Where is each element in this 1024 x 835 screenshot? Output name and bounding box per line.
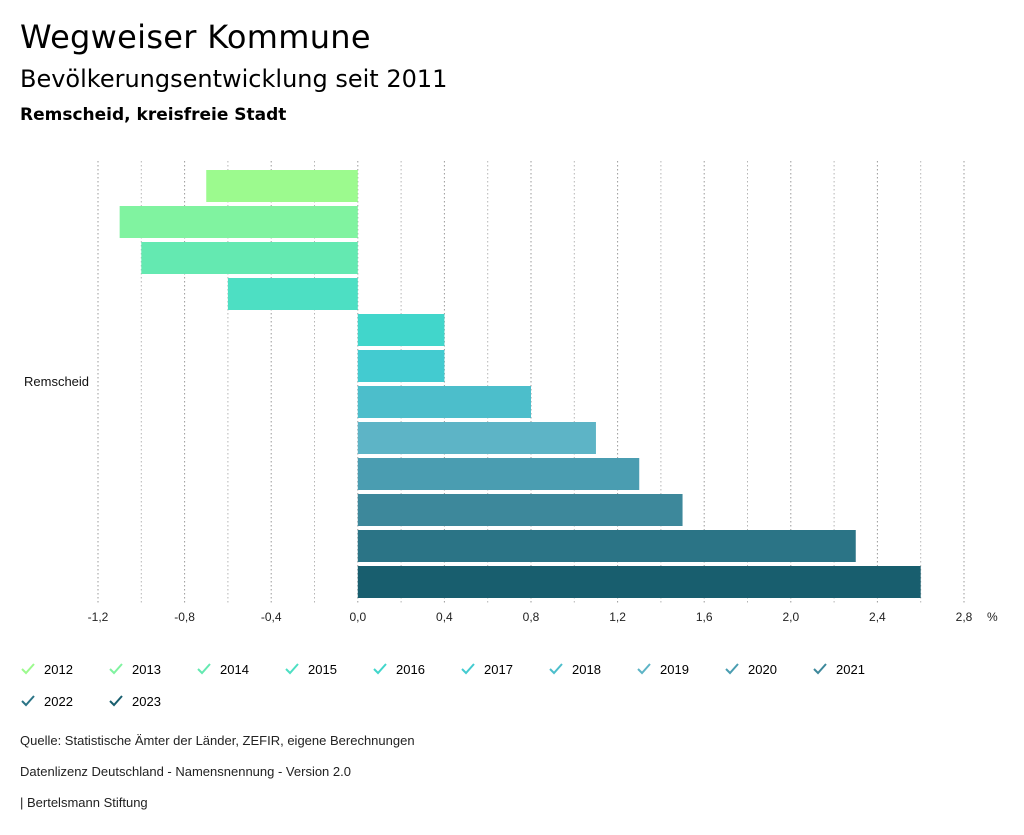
bar-2017 (357, 350, 445, 382)
legend-item-2013[interactable]: 2013 (108, 661, 161, 677)
check-icon (285, 663, 299, 675)
check-icon (725, 663, 739, 675)
check-icon (109, 663, 123, 675)
source-note: Quelle: Statistische Ämter der Länder, Z… (20, 733, 415, 748)
legend-label: 2012 (44, 661, 73, 677)
legend-label: 2017 (484, 661, 513, 677)
check-icon (813, 663, 827, 675)
x-tick-label: -0,8 (174, 610, 195, 624)
x-tick-label: -0,4 (261, 610, 282, 624)
legend-item-2017[interactable]: 2017 (460, 661, 513, 677)
legend-label: 2019 (660, 661, 689, 677)
check-icon (197, 663, 211, 675)
x-tick-label: 0,4 (436, 610, 453, 624)
legend-label: 2020 (748, 661, 777, 677)
chart-subtitle: Bevölkerungsentwicklung seit 2011 (20, 65, 448, 93)
bar-2023 (357, 566, 921, 598)
legend-item-2014[interactable]: 2014 (196, 661, 249, 677)
check-icon (21, 663, 35, 675)
check-icon (549, 663, 563, 675)
bar-2014 (141, 242, 358, 274)
legend-label: 2018 (572, 661, 601, 677)
x-tick-label: 1,6 (696, 610, 713, 624)
legend-item-2021[interactable]: 2021 (812, 661, 865, 677)
x-tick-label: 2,4 (869, 610, 886, 624)
legend-item-2015[interactable]: 2015 (284, 661, 337, 677)
legend-label: 2021 (836, 661, 865, 677)
legend-item-2022[interactable]: 2022 (20, 693, 73, 709)
x-tick-label: 2,8 (956, 610, 973, 624)
legend-item-2016[interactable]: 2016 (372, 661, 425, 677)
check-icon (637, 663, 651, 675)
bar-2012 (206, 170, 358, 202)
x-tick-label: 0,0 (349, 610, 366, 624)
bar-2018 (357, 386, 531, 418)
check-icon (21, 695, 35, 707)
legend-item-2012[interactable]: 2012 (20, 661, 73, 677)
x-tick-label: 2,0 (782, 610, 799, 624)
bar-2022 (357, 530, 856, 562)
bar-chart: -1,2 -0,8 -0,4 0,0 0,4 0,8 1,2 1,6 2,0 2,4 2,8 % Rem… (24, 161, 998, 624)
bar-2016 (357, 314, 445, 346)
legend-item-2019[interactable]: 2019 (636, 661, 689, 677)
check-icon (373, 663, 387, 675)
x-tick-label: 0,8 (523, 610, 540, 624)
bar-2019 (357, 422, 596, 454)
legend-label: 2013 (132, 661, 161, 677)
legend-label: 2022 (44, 693, 73, 709)
license-note: Datenlizenz Deutschland - Namensnennung … (20, 764, 351, 779)
legend-label: 2014 (220, 661, 249, 677)
bar-2020 (357, 458, 640, 490)
bar-2013 (119, 206, 358, 238)
legend-label: 2023 (132, 693, 161, 709)
legend-item-2020[interactable]: 2020 (724, 661, 777, 677)
x-tick-label: -1,2 (88, 610, 109, 624)
bar-2021 (357, 494, 683, 526)
x-tick-label: 1,2 (609, 610, 626, 624)
page-title: Wegweiser Kommune (20, 18, 371, 56)
legend-item-2018[interactable]: 2018 (548, 661, 601, 677)
check-icon (109, 695, 123, 707)
bar-2015 (227, 278, 358, 310)
legend-label: 2016 (396, 661, 425, 677)
category-label: Remscheid (24, 374, 89, 389)
publisher-note: | Bertelsmann Stiftung (20, 795, 148, 810)
legend-label: 2015 (308, 661, 337, 677)
check-icon (461, 663, 475, 675)
legend-item-2023[interactable]: 2023 (108, 693, 161, 709)
region-label: Remscheid, kreisfreie Stadt (20, 105, 287, 125)
unit-label: % (987, 610, 998, 624)
